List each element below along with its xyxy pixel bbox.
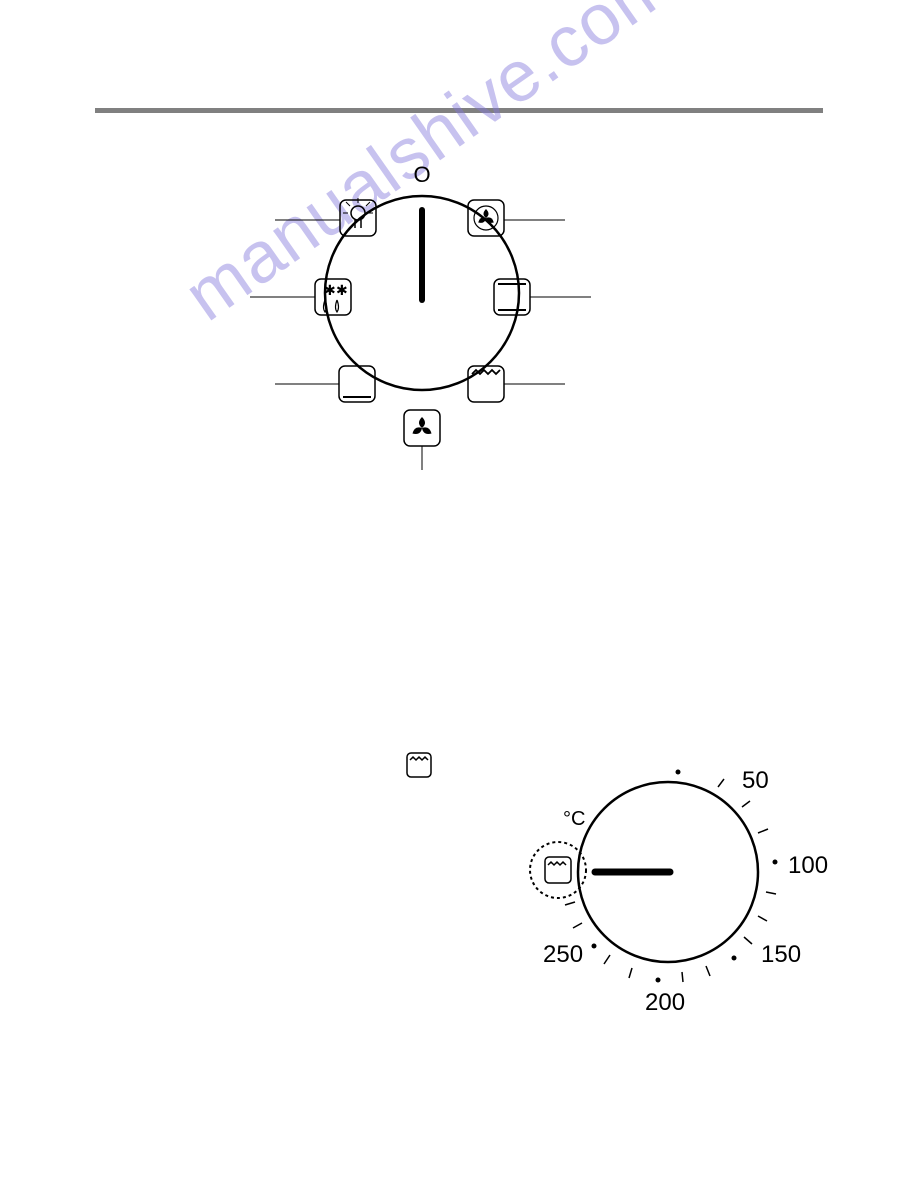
grill-position-icon [545, 857, 571, 883]
temp-200: 200 [645, 989, 685, 1016]
temp-100: 100 [788, 852, 828, 879]
thermostat-dial-diagram: °C 50 100 150 200 250 [0, 0, 918, 1050]
celsius-label: °C [563, 808, 585, 830]
temp-50: 50 [742, 767, 769, 794]
temp-250: 250 [543, 941, 583, 968]
temp-150: 150 [761, 941, 801, 968]
